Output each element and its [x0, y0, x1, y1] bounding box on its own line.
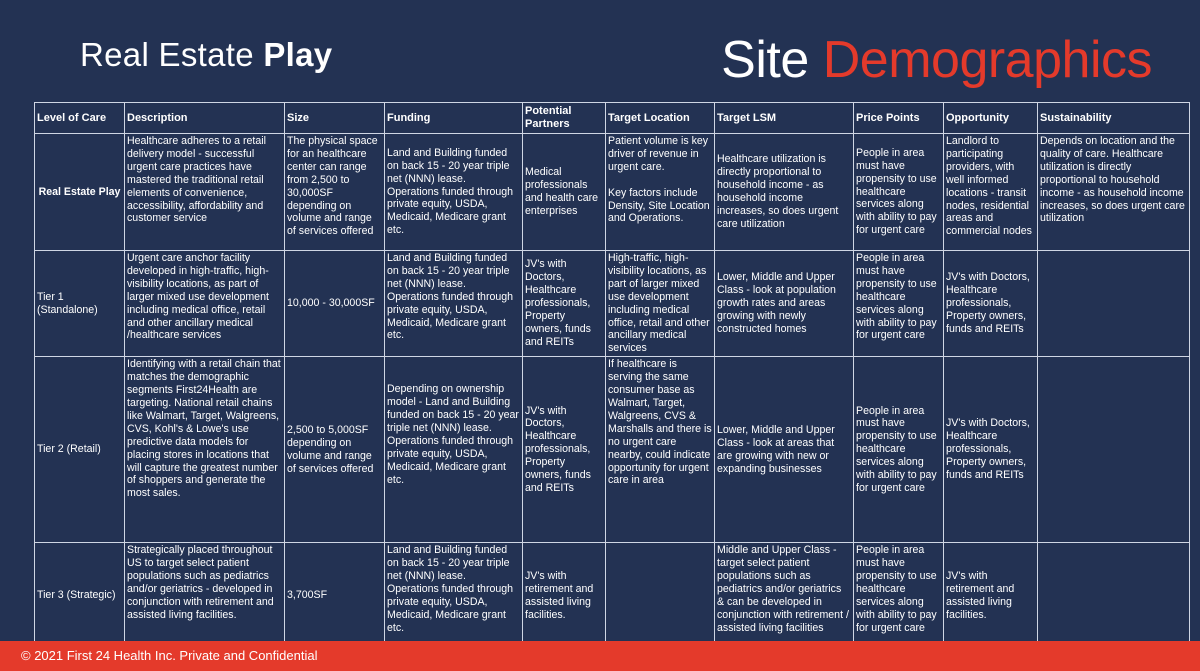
price-cell: People in area must have propensity to u…: [853, 542, 944, 650]
funding-cell: Land and Building funded on back 15 - 20…: [384, 249, 523, 358]
price-cell: People in area must have propensity to u…: [853, 356, 944, 544]
level-cell: Tier 1 (Standalone): [34, 249, 125, 358]
section-title-red: Demographics: [822, 31, 1153, 89]
lsm-cell: Lower, Middle and Upper Class - look at …: [714, 356, 854, 544]
page-title-regular: Real Estate: [80, 36, 264, 73]
table-row: Tier 2 (Retail) Identifying with a retai…: [34, 356, 1190, 544]
sustainability-cell: [1037, 542, 1190, 650]
opportunity-cell: JV's with retirement and assisted living…: [943, 542, 1038, 650]
table-row: Real Estate Play Healthcare adheres to a…: [34, 133, 1190, 251]
lsm-cell: Lower, Middle and Upper Class - look at …: [714, 249, 854, 358]
price-cell: People in area must have propensity to u…: [853, 133, 944, 251]
footer-bar: © 2021 First 24 Health Inc. Private and …: [0, 641, 1200, 671]
partners-cell: Medical professionals and health care en…: [522, 133, 606, 251]
description-cell: Urgent care anchor facility developed in…: [124, 249, 285, 358]
column-header-lsm: Target LSM: [714, 102, 854, 134]
description-cell: Healthcare adheres to a retail delivery …: [124, 133, 285, 251]
column-header-funding: Funding: [384, 102, 523, 134]
funding-cell: Depending on ownership model - Land and …: [384, 356, 523, 544]
page-title: Real Estate Play: [80, 36, 332, 74]
price-cell: People in area must have propensity to u…: [853, 249, 944, 358]
size-cell: 3,700SF: [284, 542, 385, 650]
real-estate-play-table: Level of Care Description Size Funding P…: [34, 102, 1190, 650]
location-cell: High-traffic, high-visibility locations,…: [605, 249, 715, 358]
lsm-cell: Middle and Upper Class - target select p…: [714, 542, 854, 650]
location-cell: [605, 542, 715, 650]
size-cell: The physical space for an healthcare cen…: [284, 133, 385, 251]
sustainability-cell: Depends on location and the quality of c…: [1037, 133, 1190, 251]
size-cell: 10,000 - 30,000SF: [284, 249, 385, 358]
section-title-white: Site: [721, 31, 823, 89]
partners-cell: JV's with Doctors, Healthcare profession…: [522, 249, 606, 358]
opportunity-cell: JV's with Doctors, Healthcare profession…: [943, 249, 1038, 358]
description-cell: Strategically placed throughout US to ta…: [124, 542, 285, 650]
column-header-sustainability: Sustainability: [1037, 102, 1190, 134]
table-row: Tier 3 (Strategic) Strategically placed …: [34, 542, 1190, 650]
column-header-description: Description: [124, 102, 285, 134]
opportunity-cell: JV's with Doctors, Healthcare profession…: [943, 356, 1038, 544]
table-header-row: Level of Care Description Size Funding P…: [34, 102, 1190, 134]
level-cell: Tier 3 (Strategic): [34, 542, 125, 650]
page-title-bold: Play: [263, 36, 333, 73]
level-cell: Tier 2 (Retail): [34, 356, 125, 544]
partners-cell: JV's with Doctors, Healthcare profession…: [522, 356, 606, 544]
section-title: Site Demographics: [721, 30, 1152, 90]
column-header-location: Target Location: [605, 102, 715, 134]
size-cell: 2,500 to 5,000SF depending on volume and…: [284, 356, 385, 544]
level-cell: Real Estate Play: [34, 133, 125, 251]
description-cell: Identifying with a retail chain that mat…: [124, 356, 285, 544]
funding-cell: Land and Building funded on back 15 - 20…: [384, 133, 523, 251]
sustainability-cell: [1037, 356, 1190, 544]
column-header-opportunity: Opportunity: [943, 102, 1038, 134]
table-row: Tier 1 (Standalone) Urgent care anchor f…: [34, 249, 1190, 358]
lsm-cell: Healthcare utilization is directly propo…: [714, 133, 854, 251]
location-cell: If healthcare is serving the same consum…: [605, 356, 715, 544]
opportunity-cell: Landlord to participating providers, wit…: [943, 133, 1038, 251]
location-cell: Patient volume is key driver of revenue …: [605, 133, 715, 251]
column-header-level: Level of Care: [34, 102, 125, 134]
footer-copyright: © 2021 First 24 Health Inc. Private and …: [21, 648, 318, 663]
funding-cell: Land and Building funded on back 15 - 20…: [384, 542, 523, 650]
sustainability-cell: [1037, 249, 1190, 358]
partners-cell: JV's with retirement and assisted living…: [522, 542, 606, 650]
column-header-price: Price Points: [853, 102, 944, 134]
column-header-partners: Potential Partners: [522, 102, 606, 134]
column-header-size: Size: [284, 102, 385, 134]
